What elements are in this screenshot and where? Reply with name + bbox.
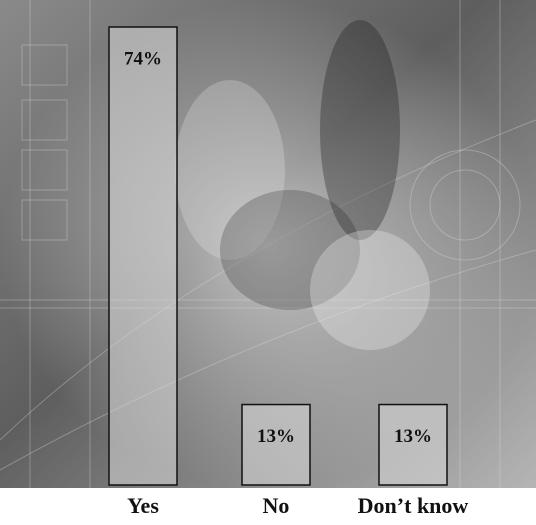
background-photo [0,0,536,488]
value-label: 13% [257,426,295,447]
bar [241,403,311,486]
bar [378,403,448,486]
x-tick-label: Don’t know [358,493,469,518]
x-tick-label: Yes [127,493,159,518]
bar [108,26,178,486]
x-tick-label: No [263,493,290,518]
value-label: 13% [394,426,432,447]
value-label: 74% [124,48,162,69]
